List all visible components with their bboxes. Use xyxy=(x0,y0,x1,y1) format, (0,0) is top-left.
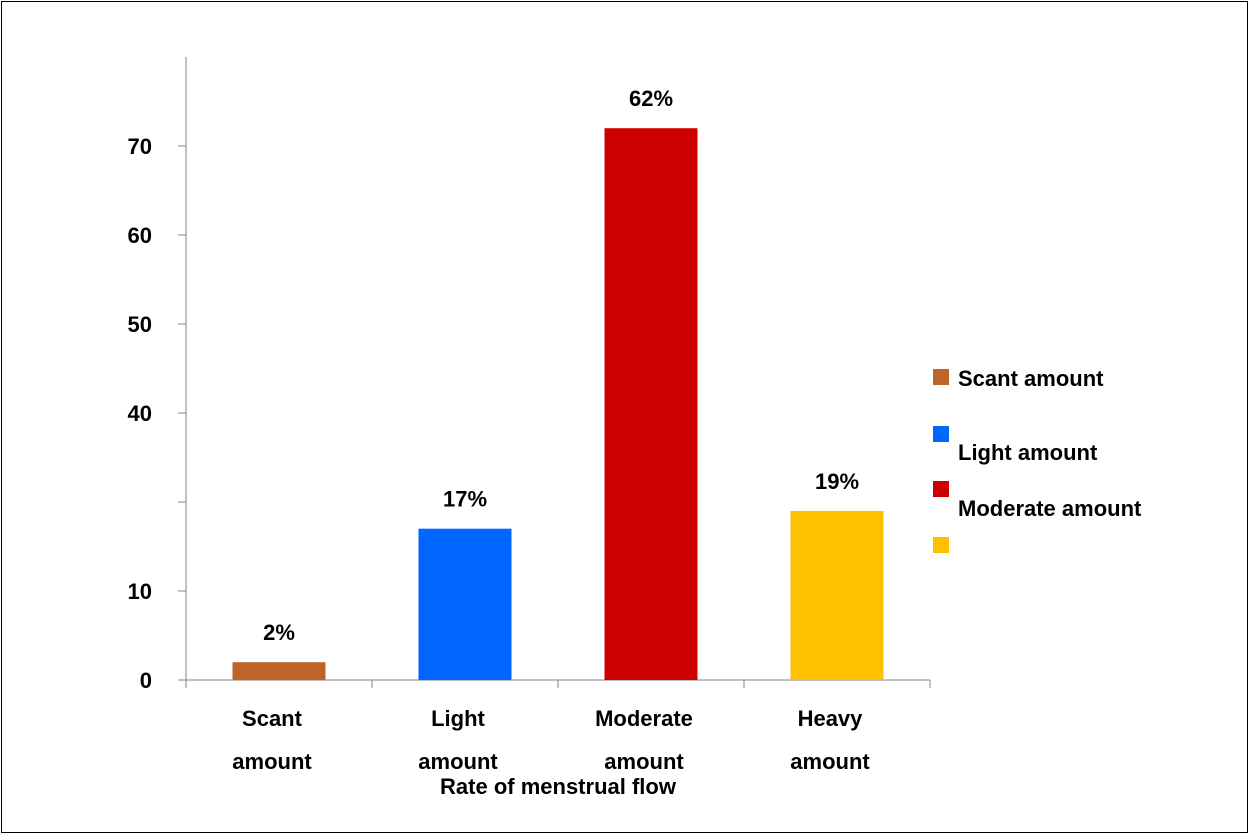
bar xyxy=(418,528,512,680)
bar-data-label: 2% xyxy=(263,620,295,645)
legend-label: Moderate amount xyxy=(958,496,1142,521)
x-category-label: Moderate xyxy=(595,706,693,731)
legend-swatch xyxy=(933,426,949,442)
bar xyxy=(232,662,326,680)
x-category-label: Light xyxy=(431,706,485,731)
y-tick-label: 0 xyxy=(140,668,152,693)
legend-label: Scant amount xyxy=(958,366,1104,391)
legend-label: Light amount xyxy=(958,440,1098,465)
bar-data-label: 62% xyxy=(629,86,673,111)
bar-data-label: 17% xyxy=(443,487,487,512)
bar-data-label: 19% xyxy=(815,469,859,494)
y-axis: 0 10 40 50 60 70 xyxy=(128,57,187,693)
bar xyxy=(604,128,698,680)
x-category-label: amount xyxy=(232,749,312,774)
y-tick-label: 50 xyxy=(128,312,152,337)
y-tick-label: 60 xyxy=(128,223,152,248)
legend-swatch xyxy=(933,537,949,553)
x-category-label: Scant xyxy=(242,706,303,731)
legend-swatch xyxy=(933,369,949,385)
x-category-label: Heavy xyxy=(798,706,864,731)
bar xyxy=(790,510,884,680)
y-tick-label: 10 xyxy=(128,579,152,604)
x-category-label: amount xyxy=(604,749,684,774)
x-category-label: amount xyxy=(790,749,870,774)
category-labels: Scant amount Light amount Moderate amount Heav… xyxy=(232,706,870,774)
legend-swatch xyxy=(933,481,949,497)
x-axis-title: Rate of menstrual flow xyxy=(440,774,677,799)
bars xyxy=(232,128,884,680)
legend: Scant amount Light amount Moderate amount xyxy=(933,366,1142,553)
x-category-label: amount xyxy=(418,749,498,774)
y-tick-label: 70 xyxy=(128,134,152,159)
x-axis xyxy=(185,679,931,688)
data-labels: 2% 17% 62% 19% xyxy=(263,86,859,645)
y-tick-label: 40 xyxy=(128,401,152,426)
